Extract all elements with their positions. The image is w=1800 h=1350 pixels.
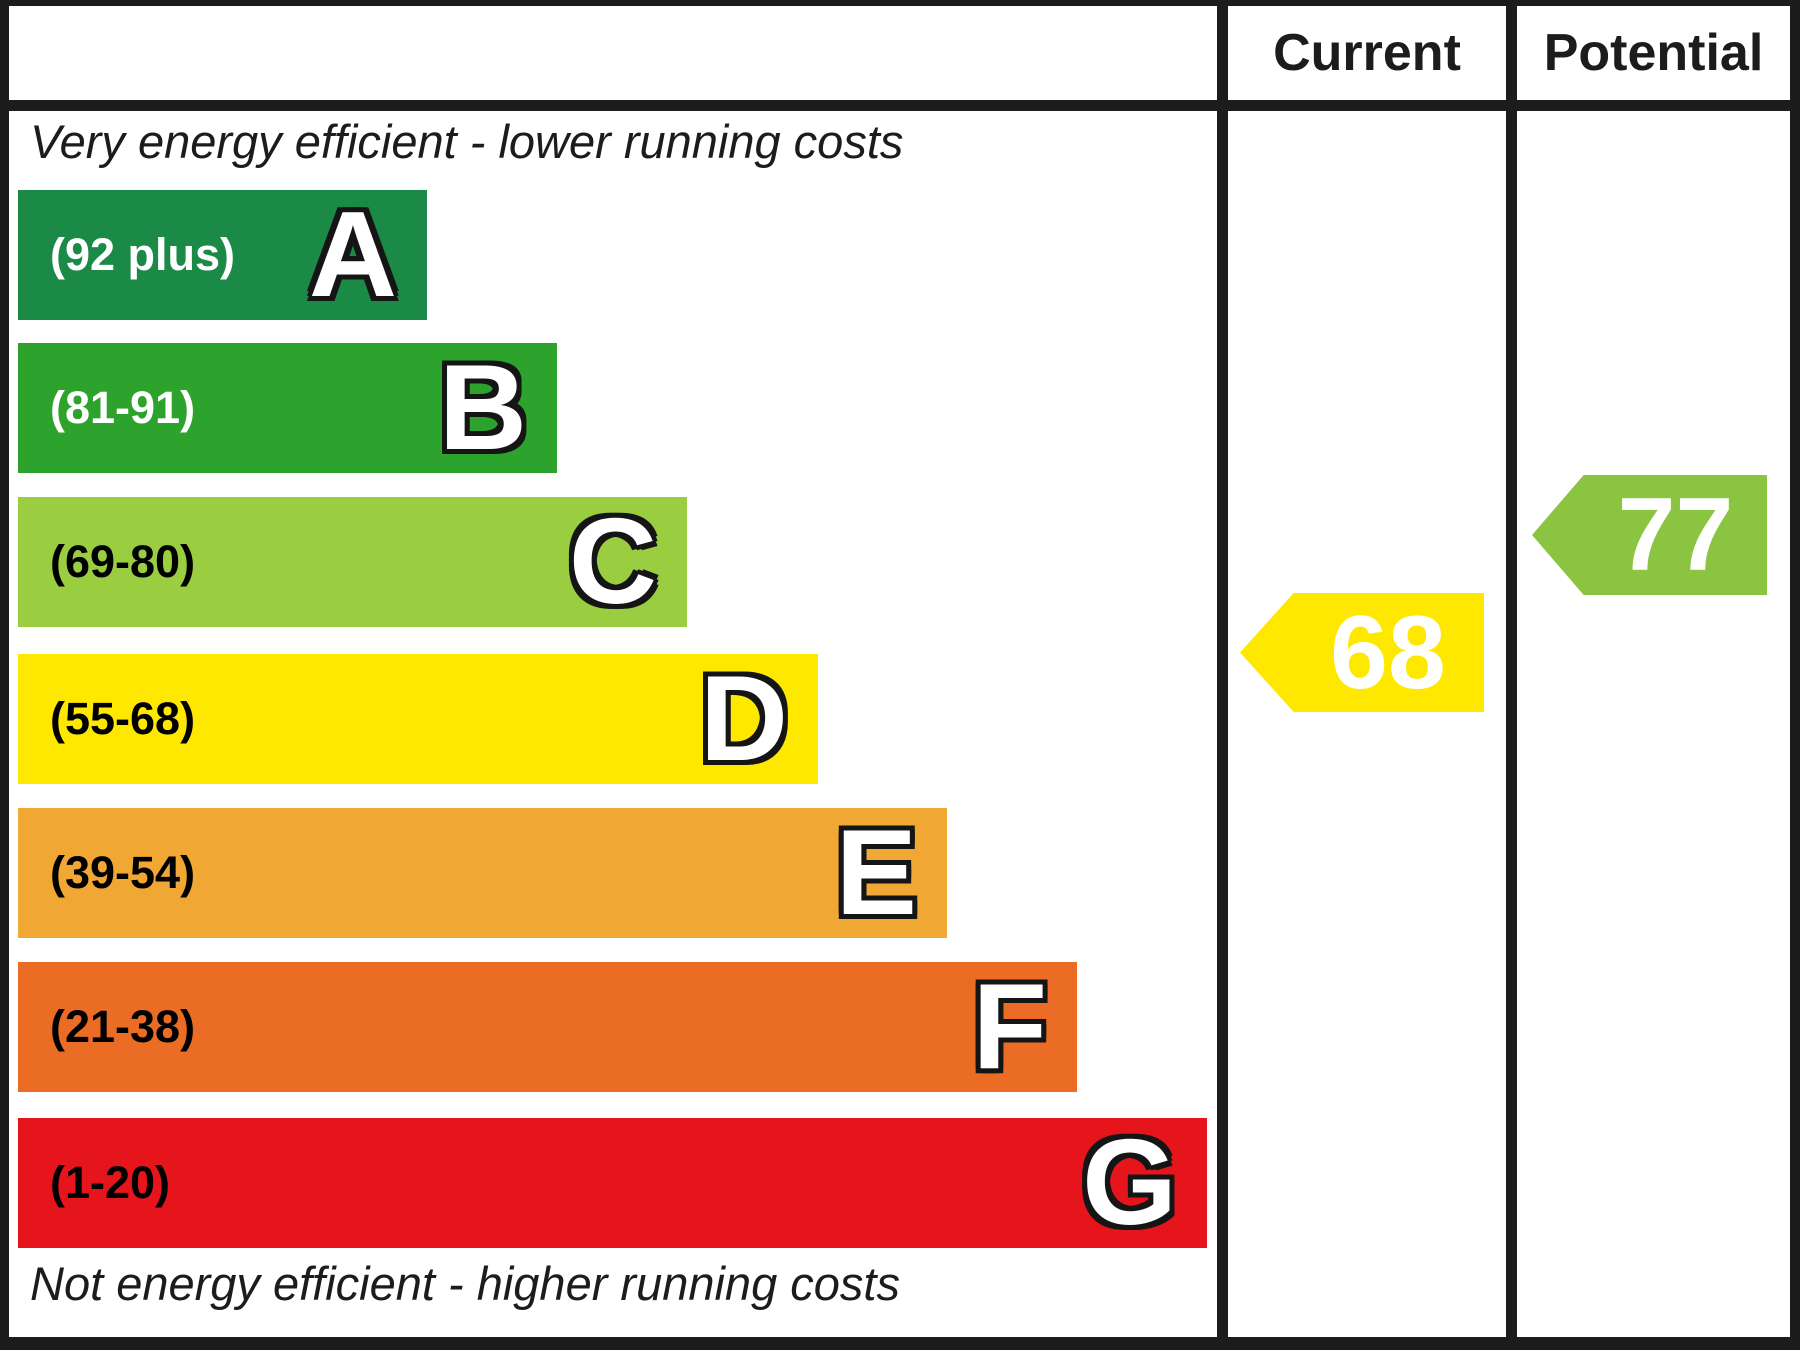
frame-right-border	[1790, 0, 1800, 1350]
current-column-divider	[1217, 0, 1228, 1350]
band-b-bar: (81-91) B	[18, 343, 557, 473]
band-f-range-label: (21-38)	[50, 1001, 196, 1052]
band-e-letter: E	[835, 804, 917, 940]
bottom-caption: Not energy efficient - higher running co…	[30, 1257, 900, 1310]
potential-column-header: Potential	[1543, 24, 1764, 82]
band-a-range-label: (92 plus)	[50, 229, 236, 280]
frame-top-border	[0, 0, 1800, 6]
frame-left-border	[0, 0, 9, 1350]
band-e-range-label: (39-54)	[50, 847, 196, 898]
band-d-range-label: (55-68)	[50, 693, 196, 744]
top-caption: Very energy efficient - lower running co…	[30, 115, 904, 168]
potential-rating-arrow: 77	[1532, 475, 1767, 595]
current-column-header: Current	[1273, 24, 1461, 82]
band-b-letter: B	[438, 339, 527, 475]
band-g-bar: (1-20) G	[18, 1118, 1207, 1248]
band-c-bar: (69-80) C	[18, 497, 687, 627]
current-rating-value: 68	[1330, 594, 1446, 711]
band-c-range-label: (69-80)	[50, 536, 196, 587]
frame-bottom-border	[0, 1337, 1800, 1350]
header-row-divider	[0, 100, 1800, 111]
band-d-bar: (55-68) D	[18, 654, 818, 784]
band-b-range-label: (81-91)	[50, 382, 196, 433]
potential-rating-value: 77	[1617, 477, 1734, 593]
band-f-letter: F	[972, 958, 1047, 1094]
potential-column-divider	[1506, 0, 1517, 1350]
band-d-letter: D	[699, 650, 788, 786]
band-a-letter: A	[308, 186, 397, 322]
band-c-letter: C	[568, 493, 657, 629]
band-f-bar: (21-38) F	[18, 962, 1077, 1092]
band-e-bar: (39-54) E	[18, 808, 947, 938]
band-a-bar: (92 plus) A	[18, 190, 427, 320]
band-g-letter: G	[1082, 1114, 1177, 1250]
current-rating-arrow: 68	[1240, 593, 1484, 712]
band-g-range-label: (1-20)	[50, 1157, 171, 1208]
